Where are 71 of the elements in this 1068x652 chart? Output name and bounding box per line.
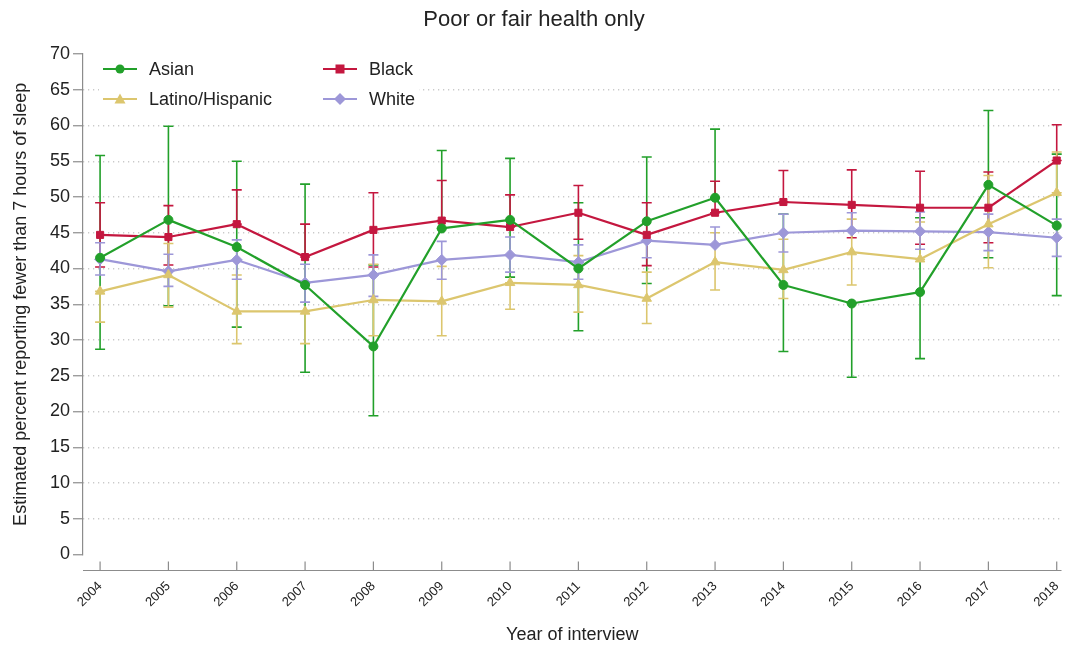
point [711,208,720,217]
point [96,230,105,239]
point [642,230,651,239]
point [914,253,926,263]
point [164,233,173,242]
y-tick-label: 20 [49,400,70,421]
point [437,216,446,225]
point [435,253,448,266]
y-tick-label: 45 [49,221,70,242]
point [504,276,516,287]
point [163,214,174,225]
y-tick-label: 55 [49,150,70,171]
point [1052,156,1061,165]
legend-label: White [369,88,416,111]
point [436,295,447,305]
point [573,278,584,289]
point [641,216,652,227]
point [1051,186,1062,196]
point [299,305,311,315]
point [94,285,106,295]
point [504,248,517,261]
point [845,224,858,237]
y-tick-label: 15 [49,436,70,457]
point [846,246,857,256]
point [574,208,583,217]
y-tick-label: 70 [49,42,70,63]
point [301,253,310,262]
point [709,238,722,251]
point [368,293,379,304]
point [847,200,856,209]
point [231,305,243,315]
point [983,179,994,190]
point [777,226,790,239]
point [505,214,516,225]
legend-label: Latino/Hispanic [149,88,273,111]
point [778,279,789,290]
point [368,341,379,352]
point [984,203,993,212]
y-tick-label: 35 [49,293,70,314]
point [1050,231,1063,244]
y-tick-label: 5 [59,507,70,528]
y-tick-label: 65 [49,78,70,99]
point [983,218,994,228]
point [1051,220,1062,231]
y-axis-title: Estimated percent reporting fewer than 7 hours of sleep [9,82,30,526]
point [915,287,926,298]
point [916,203,925,212]
y-tick-label: 30 [49,328,70,349]
chart-title: Poor or fair health only [423,6,645,32]
point [709,256,721,266]
point [230,253,243,266]
y-tick-label: 50 [49,185,70,206]
legend-label: Asian [149,58,195,81]
point [573,263,584,274]
x-axis-title: Year of interview [506,624,640,645]
point [232,220,241,229]
point [641,292,652,302]
y-tick-label: 40 [49,257,70,278]
point [369,225,378,234]
point [846,298,857,309]
point [914,225,927,238]
y-tick-label: 10 [49,471,70,492]
point [779,197,788,207]
point [231,242,242,253]
point [710,192,721,203]
y-tick-label: 0 [59,543,70,564]
point [982,226,995,239]
point [436,223,447,234]
legend-label: Black [369,58,414,81]
y-tick-label: 60 [49,114,70,135]
y-tick-label: 25 [49,364,70,385]
